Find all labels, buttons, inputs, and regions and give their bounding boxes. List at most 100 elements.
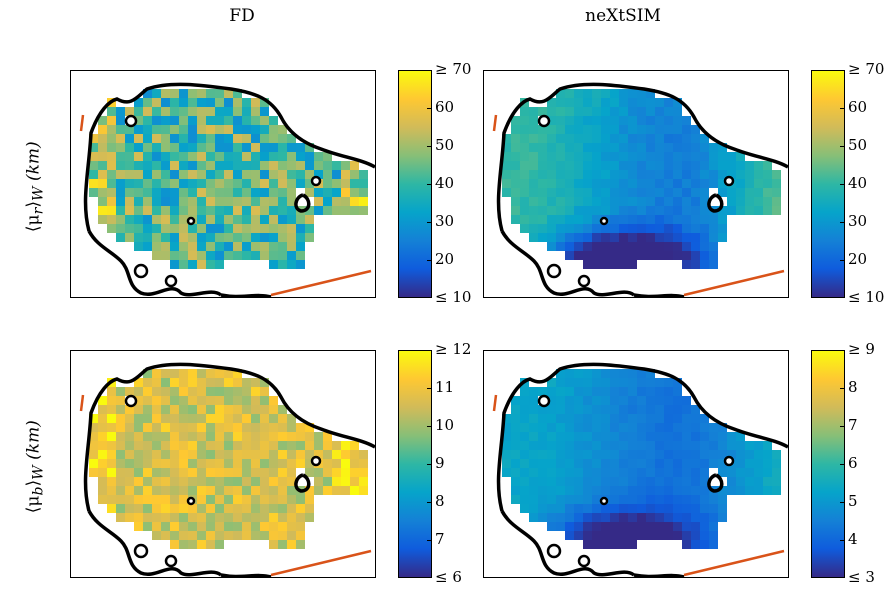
colorbar-tick-mark [840, 464, 844, 465]
heatmap-cell [260, 152, 269, 161]
heatmap-cell [718, 179, 727, 188]
heatmap-cell [565, 116, 574, 125]
heatmap-cell [700, 152, 709, 161]
heatmap-cell [673, 161, 682, 170]
heatmap-cell [556, 197, 565, 206]
heatmap-cell [161, 522, 170, 531]
heatmap-cell [610, 369, 619, 378]
heatmap-cell [565, 432, 574, 441]
heatmap-cell [610, 459, 619, 468]
heatmap-cell [673, 468, 682, 477]
heatmap-cell [260, 215, 269, 224]
colorbar-tick-label: 60 [848, 98, 868, 116]
heatmap-cell [359, 188, 368, 197]
heatmap-cell [296, 522, 305, 531]
heatmap-cell [170, 522, 179, 531]
heatmap-cell [278, 197, 287, 206]
heatmap-cell [152, 251, 161, 260]
heatmap-cell [215, 369, 224, 378]
heatmap-cell [242, 143, 251, 152]
heatmap-cell [736, 170, 745, 179]
heatmap-cell [197, 396, 206, 405]
heatmap-cell [763, 441, 772, 450]
heatmap-cell [610, 215, 619, 224]
heatmap-cell [152, 116, 161, 125]
heatmap-cell [691, 143, 700, 152]
heatmap-cell [709, 522, 718, 531]
heatmap-cell [682, 188, 691, 197]
heatmap-cell [664, 125, 673, 134]
heatmap-cell [179, 161, 188, 170]
heatmap-cell [206, 540, 215, 549]
heatmap-cell [98, 495, 107, 504]
heatmap-cell [610, 378, 619, 387]
heatmap-cell [134, 206, 143, 215]
heatmap-cell [592, 396, 601, 405]
heatmap-cell [574, 414, 583, 423]
heatmap-cell [224, 242, 233, 251]
heatmap-cell [152, 179, 161, 188]
heatmap-cell [350, 450, 359, 459]
heatmap-cell [143, 468, 152, 477]
heatmap-cell [242, 125, 251, 134]
heatmap-cell [89, 432, 98, 441]
heatmap-cell [188, 486, 197, 495]
heatmap-cell [233, 378, 242, 387]
heatmap-cell [637, 405, 646, 414]
heatmap-cell [224, 477, 233, 486]
heatmap-cell [592, 107, 601, 116]
heatmap-cell [745, 197, 754, 206]
heatmap-cell [673, 179, 682, 188]
open-boundary [492, 114, 785, 297]
heatmap-cell [269, 468, 278, 477]
heatmap-cell [574, 378, 583, 387]
heatmap-cell [341, 459, 350, 468]
heatmap-cell [754, 197, 763, 206]
heatmap-cell [565, 486, 574, 495]
heatmap-cell [125, 513, 134, 522]
heatmap-cell [215, 441, 224, 450]
heatmap-cell [574, 233, 583, 242]
heatmap-cell [601, 405, 610, 414]
heatmap-cell [197, 89, 206, 98]
colorbar-tick-label: ≤ 6 [435, 568, 462, 586]
heatmap-cell [170, 116, 179, 125]
heatmap-cell [278, 423, 287, 432]
island [577, 554, 591, 568]
heatmap-cell [251, 134, 260, 143]
heatmap-cell [637, 423, 646, 432]
heatmap-cell [350, 459, 359, 468]
heatmap-cell [98, 170, 107, 179]
heatmap-cell [592, 116, 601, 125]
heatmap-cell [583, 98, 592, 107]
colorbar-tick-label: ≥ 70 [848, 60, 885, 78]
heatmap-cell [727, 450, 736, 459]
heatmap-cell [511, 152, 520, 161]
heatmap-cell [619, 260, 628, 269]
heatmap-cell [565, 233, 574, 242]
heatmap-cell [359, 459, 368, 468]
heatmap-cell [610, 531, 619, 540]
heatmap-cell [125, 504, 134, 513]
heatmap-cell [278, 441, 287, 450]
heatmap-cell [691, 477, 700, 486]
heatmap-cell [547, 378, 556, 387]
heatmap-cell [116, 125, 125, 134]
heatmap-cell [718, 224, 727, 233]
heatmap-cell [682, 179, 691, 188]
heatmap-cell [197, 540, 206, 549]
heatmap-cell [143, 459, 152, 468]
heatmap-cell [134, 242, 143, 251]
heatmap-cell [305, 179, 314, 188]
heatmap-cell [125, 224, 134, 233]
heatmap-cell [610, 441, 619, 450]
heatmap-cell [269, 188, 278, 197]
heatmap-cell [296, 459, 305, 468]
heatmap-cell [179, 405, 188, 414]
heatmap-cell [664, 468, 673, 477]
heatmap-cell [682, 197, 691, 206]
heatmap-cell [242, 513, 251, 522]
heatmap-cell [619, 387, 628, 396]
heatmap-cell [251, 152, 260, 161]
heatmap-cell [269, 143, 278, 152]
